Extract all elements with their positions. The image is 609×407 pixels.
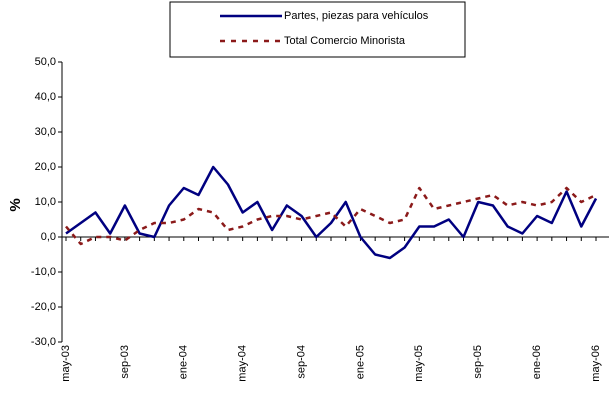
y-tick-label: 10,0: [35, 196, 56, 208]
legend-box: [169, 1, 466, 58]
y-tick-label: -30,0: [31, 336, 56, 348]
x-tick-label: sep-03: [119, 345, 131, 379]
y-axis-label: %: [7, 198, 24, 211]
y-tick-label: -20,0: [31, 301, 56, 313]
legend-label: Total Comercio Minorista: [284, 35, 406, 47]
x-tick-label: sep-05: [472, 345, 484, 379]
y-tick-label: 40,0: [35, 91, 56, 103]
y-tick-label: 20,0: [35, 161, 56, 173]
x-tick-label: ene-06: [531, 345, 543, 379]
x-tick-label: may-05: [413, 345, 425, 382]
x-tick-label: ene-04: [178, 345, 190, 379]
series-line: [65, 186, 597, 246]
x-tick-label: may-04: [237, 345, 249, 382]
y-tick-label: 0,0: [41, 231, 56, 243]
x-tick-label: may-06: [590, 345, 602, 382]
series-line: [65, 165, 598, 260]
y-tick-label: 50,0: [35, 56, 56, 68]
x-tick-label: sep-04: [295, 345, 307, 379]
x-tick-label: may-03: [60, 345, 72, 382]
y-tick-label: 30,0: [35, 126, 56, 138]
y-tick-label: -10,0: [31, 266, 56, 278]
legend-label: Partes, piezas para vehículos: [284, 10, 429, 22]
x-tick-label: ene-05: [354, 345, 366, 379]
